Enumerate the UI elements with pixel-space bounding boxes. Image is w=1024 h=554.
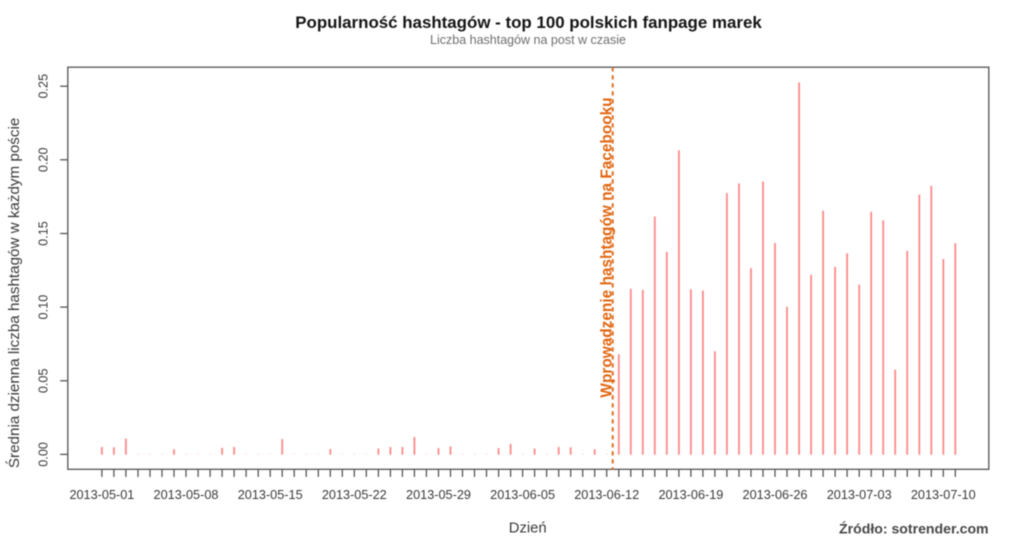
svg-text:0.10: 0.10 [36, 295, 50, 320]
svg-text:0.05: 0.05 [36, 368, 50, 393]
svg-text:0.20: 0.20 [36, 147, 50, 172]
svg-text:2013-05-29: 2013-05-29 [406, 488, 471, 502]
svg-text:2013-05-15: 2013-05-15 [238, 488, 303, 502]
svg-text:2013-05-01: 2013-05-01 [69, 488, 134, 502]
svg-text:2013-05-08: 2013-05-08 [154, 488, 219, 502]
svg-text:Wprowadzenie hashtagów na Face: Wprowadzenie hashtagów na Facebooku [598, 97, 615, 397]
svg-text:0.00: 0.00 [36, 442, 50, 467]
svg-text:0.25: 0.25 [36, 74, 50, 99]
svg-text:2013-05-22: 2013-05-22 [322, 488, 387, 502]
svg-text:2013-06-26: 2013-06-26 [743, 488, 808, 502]
svg-text:2013-07-03: 2013-07-03 [827, 488, 892, 502]
svg-text:2013-06-19: 2013-06-19 [658, 488, 723, 502]
svg-text:0.15: 0.15 [36, 221, 50, 246]
svg-text:Popularność hashtagów - top 10: Popularność hashtagów - top 100 polskich… [295, 13, 762, 32]
svg-text:Źródło: sotrender.com: Źródło: sotrender.com [839, 520, 989, 536]
svg-text:2013-07-10: 2013-07-10 [911, 488, 976, 502]
svg-text:2013-06-05: 2013-06-05 [490, 488, 555, 502]
svg-text:Dzień: Dzień [509, 521, 547, 537]
svg-text:2013-06-12: 2013-06-12 [574, 488, 639, 502]
svg-text:Średnia dzienna liczba hashtag: Średnia dzienna liczba hashtagów w każdy… [5, 118, 23, 468]
svg-text:Liczba hashtagów na post w cza: Liczba hashtagów na post w czasie [430, 33, 626, 47]
